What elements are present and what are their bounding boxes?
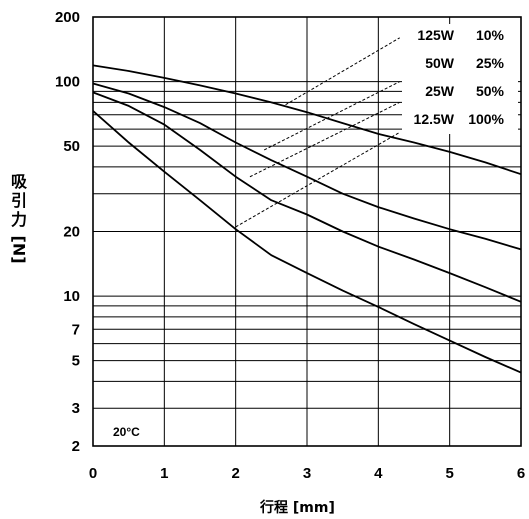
x-tick-label: 4 [374,465,383,482]
series-line [92,82,522,251]
x-tick-label: 0 [89,465,97,482]
legend-power: 50W [425,55,455,71]
y-tick-label: 200 [55,9,80,26]
y-axis-unit: [N] [9,235,29,264]
leader-lines [235,37,400,228]
legend-power: 25W [425,83,455,99]
x-tick-label: 3 [303,465,311,482]
legend-duty: 25% [476,55,505,71]
x-tick-labels: 0 1 2 3 4 5 6 [89,465,525,482]
leader-line [263,81,400,151]
series-line [92,64,522,176]
series-line [92,91,522,303]
legend-duty: 50% [476,83,505,99]
y-tick-labels: 2 3 5 7 10 20 50 100 200 [55,9,80,455]
legend-background [402,24,518,134]
leader-line [285,37,400,106]
legend-power: 125W [417,27,454,43]
plot-frame [92,16,522,447]
x-tick-label: 2 [231,465,239,482]
y-tick-label: 2 [72,438,80,455]
series-lines [92,64,522,374]
x-tick-label: 5 [445,465,453,482]
x-tick-label: 1 [160,465,168,482]
temperature-annotation: 20°C [113,425,140,439]
y-tick-label: 50 [63,138,80,155]
y-tick-label: 20 [63,224,80,241]
legend-duty: 10% [476,27,505,43]
x-tick-label: 6 [517,465,525,482]
y-axis-title: 吸引力 [10,172,27,229]
y-tick-label: 5 [72,353,80,370]
legend-power: 12.5W [414,111,455,127]
y-tick-label: 3 [72,400,80,417]
y-tick-label: 10 [63,288,80,305]
x-axis-label: 行程 [mm] [260,500,335,516]
leader-line [235,131,400,228]
series-line [92,110,522,374]
leader-line [249,101,400,178]
legend-duty: 100% [468,111,504,127]
y-tick-label: 100 [55,74,80,91]
y-tick-label: 7 [72,321,80,338]
y-axis-label: 吸引力 [N] [6,172,32,264]
legend: 125W 10% 50W 25% 25W 50% 12.5W 100% [402,24,518,134]
